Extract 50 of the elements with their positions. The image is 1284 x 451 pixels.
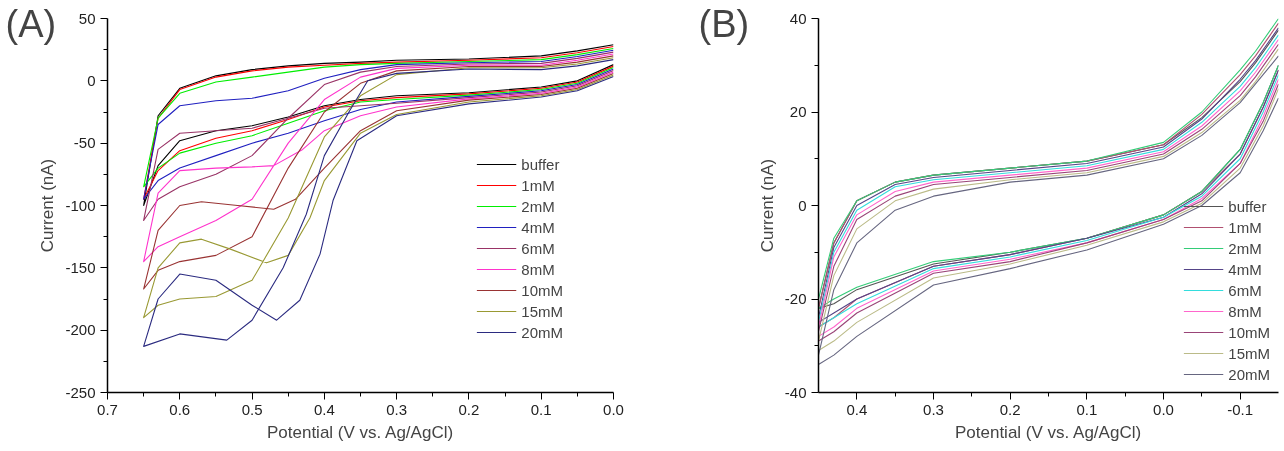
legend-label: 1mM xyxy=(1228,218,1262,236)
legend-label: 1mM xyxy=(521,176,555,194)
legend-label: 8mM xyxy=(521,260,555,278)
y-axis-title: Current (nA) xyxy=(38,158,58,253)
y-tick-label: -150 xyxy=(65,258,96,276)
legend-label: 6mM xyxy=(521,239,555,257)
y-tick-label: 40 xyxy=(789,9,807,27)
x-tick-label: -0.1 xyxy=(1227,400,1254,418)
x-axis-title: Potential (V vs. Ag/AgCl) xyxy=(954,422,1142,442)
x-tick-label: 0.3 xyxy=(923,400,944,418)
chart-title: (A) xyxy=(5,2,57,45)
y-tick-label: -100 xyxy=(65,196,96,214)
legend-label: 2mM xyxy=(1228,239,1262,257)
x-tick-label: 0.0 xyxy=(1153,400,1174,418)
x-tick-label: 0.4 xyxy=(313,400,335,418)
chart-title: (B) xyxy=(698,2,750,45)
legend-label: 4mM xyxy=(1228,260,1262,278)
x-tick-label: 0.2 xyxy=(458,400,480,418)
legend-label: 6mM xyxy=(1228,281,1262,299)
y-tick-label: -250 xyxy=(65,383,96,401)
x-axis-title: Potential (V vs. Ag/AgCl) xyxy=(266,422,454,442)
legend-label: buffer xyxy=(521,155,560,173)
y-tick-label: 20 xyxy=(789,103,807,120)
legend-label: 15mM xyxy=(521,302,563,320)
y-tick-label: 0 xyxy=(87,71,96,89)
x-tick-label: 0.5 xyxy=(241,400,263,418)
legend-label: 4mM xyxy=(521,218,555,236)
x-tick-label: 0.1 xyxy=(1076,400,1098,418)
legend-label: 10mM xyxy=(1228,323,1270,341)
y-tick-label: -40 xyxy=(784,383,807,401)
legend-label: 10mM xyxy=(521,281,563,299)
y-tick-label: 0 xyxy=(798,196,807,214)
legend-label: 8mM xyxy=(1228,302,1262,320)
legend-label: buffer xyxy=(1228,197,1267,215)
x-tick-label: 0.1 xyxy=(530,400,552,418)
legend-label: 2mM xyxy=(521,197,555,215)
y-tick-label: -200 xyxy=(65,321,96,339)
x-tick-label: 0.3 xyxy=(386,400,408,418)
legend-label: 20mM xyxy=(1228,365,1270,383)
x-tick-label: 0.2 xyxy=(999,400,1021,418)
x-tick-label: 0.0 xyxy=(603,400,624,418)
x-tick-label: 0.7 xyxy=(97,400,118,418)
y-tick-label: -20 xyxy=(784,290,807,307)
x-tick-label: 0.4 xyxy=(846,400,868,418)
y-tick-label: 50 xyxy=(78,9,96,27)
legend-label: 20mM xyxy=(521,323,563,341)
y-axis-title: Current (nA) xyxy=(757,158,777,253)
y-tick-label: -50 xyxy=(73,134,96,152)
x-tick-label: 0.6 xyxy=(169,400,191,418)
legend-label: 15mM xyxy=(1228,344,1270,362)
